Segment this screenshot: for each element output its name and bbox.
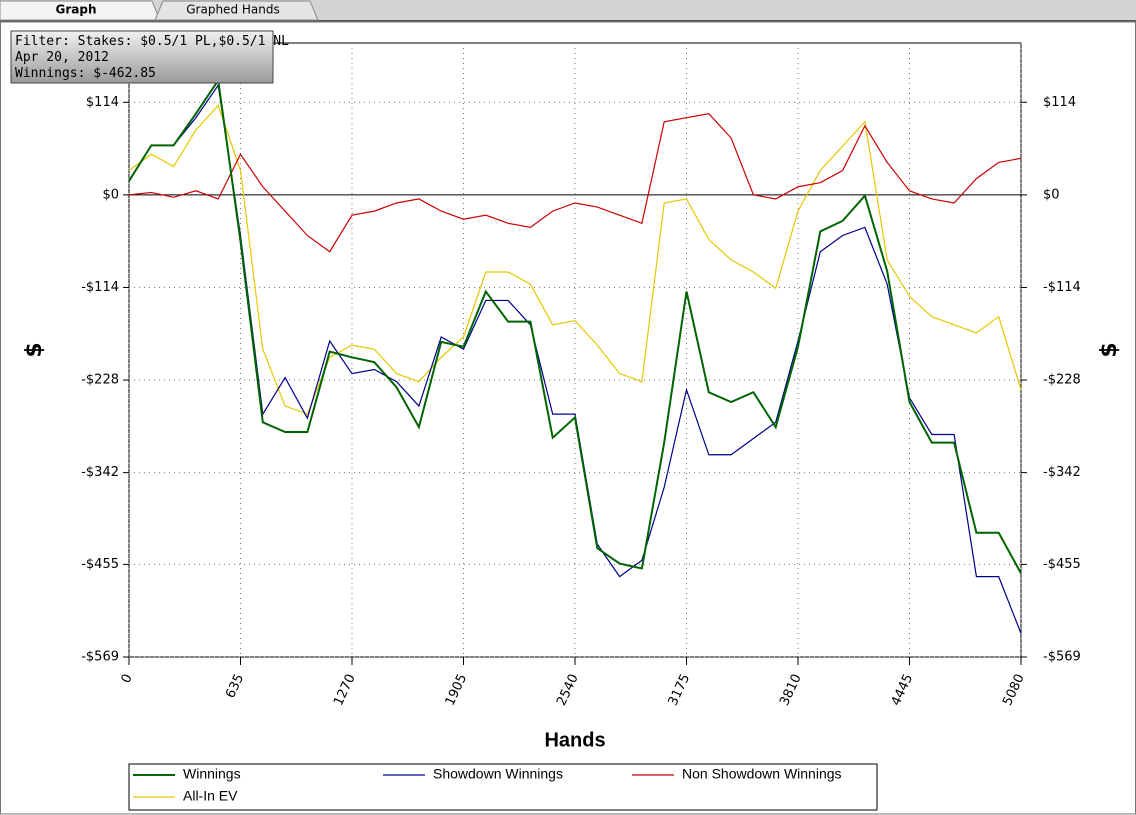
y-tick-label: -$228: [1043, 373, 1081, 388]
x-axis-title: Hands: [544, 729, 605, 751]
tab-label[interactable]: Graph: [56, 3, 97, 17]
y-tick-label: -$342: [81, 465, 119, 480]
filter-text: Apr 20, 2012: [15, 50, 109, 65]
legend-label: Non Showdown Winnings: [682, 766, 842, 782]
y-tick-label: -$569: [1043, 650, 1081, 665]
legend-label: All-In EV: [183, 788, 238, 804]
y-tick-label: -$342: [1043, 465, 1081, 480]
y-tick-label: $114: [86, 95, 119, 110]
filter-text: Winnings: $-462.85: [15, 66, 156, 81]
tab-rule: [0, 20, 1136, 22]
y-tick-label: -$114: [81, 280, 119, 295]
legend: [128, 763, 878, 811]
y-tick-label: $0: [102, 187, 119, 202]
legend-label: Winnings: [183, 766, 241, 782]
tab-label[interactable]: Graphed Hands: [186, 3, 279, 17]
filter-box: [10, 30, 274, 84]
y-tick-label: -$114: [1043, 280, 1081, 295]
x-tick-label: 3175: [666, 672, 694, 708]
tab-graph[interactable]: [0, 0, 161, 21]
series-line: [128, 113, 1022, 253]
y-tick-label: $114: [1043, 95, 1076, 110]
y-tick-label: -$455: [1043, 557, 1081, 572]
x-tick-label: 4445: [889, 672, 917, 708]
filter-text: Filter: Stakes: $0.5/1 PL,$0.5/1 NL: [15, 34, 289, 49]
x-tick-label: 3810: [777, 672, 805, 708]
y-tick-label: -$569: [81, 650, 119, 665]
y-tick-label: -$228: [81, 373, 119, 388]
y-tick-label: -$455: [81, 557, 119, 572]
x-tick-label: 5080: [1000, 672, 1028, 708]
x-tick-label: 2540: [554, 672, 582, 708]
series-line: [128, 104, 1022, 415]
y-axis-title: $: [22, 342, 47, 357]
series-line: [128, 83, 1022, 634]
x-tick-label: 1905: [443, 672, 471, 708]
x-tick-label: 1270: [331, 672, 359, 708]
plot: -$569 -$569 -$455 -$455 -$342 -$342 -$228 -$228…: [81, 42, 1081, 708]
x-tick-label: 635: [223, 672, 247, 701]
y-axis-title: $: [1097, 342, 1122, 357]
legend-label: Showdown Winnings: [433, 766, 563, 782]
x-tick-label: 0: [119, 672, 136, 686]
series-line: [128, 77, 1022, 574]
tab-graphed-hands[interactable]: [154, 0, 319, 21]
y-tick-label: $0: [1043, 187, 1060, 202]
